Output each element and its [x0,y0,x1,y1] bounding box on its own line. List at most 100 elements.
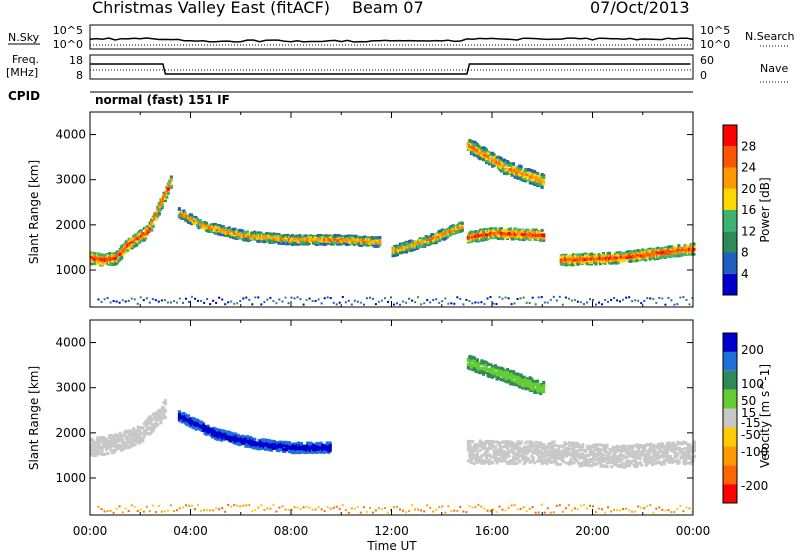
scatter-cell [157,413,161,417]
scatter-cell [501,453,505,457]
scatter-cell [148,301,151,304]
scatter-cell [542,182,546,186]
scatter-cell [480,150,484,154]
scatter-cell [575,455,579,458]
scatter-cell [497,456,500,460]
scatter-cell [284,296,287,299]
scatter-cell [548,459,552,463]
scatter-cell [94,442,98,446]
scatter-cell [468,449,472,453]
scatter-cell [118,247,122,251]
scatter-cell [561,450,565,454]
scatter-cell [325,240,329,243]
scatter-cell [369,239,373,243]
scatter-cell [564,461,568,465]
scatter-cell [607,300,610,303]
scatter-cell [300,441,303,445]
scatter-cell [534,228,538,232]
scatter-cell [478,448,482,452]
scatter-cell [220,233,224,237]
scatter-cell [133,443,137,447]
scatter-cell [482,158,485,161]
scatter-cell [211,435,215,439]
scatter-cell [607,453,611,457]
scatter-cell [656,246,660,250]
scatter-cell [459,297,462,300]
scatter-cell [393,303,395,306]
scatter-cell [220,231,224,235]
scatter-cell [132,240,136,244]
scatter-cell [288,441,291,445]
scatter-cell [480,461,484,465]
scatter-cell [352,243,356,246]
scatter-cell [360,241,364,245]
scatter-cell [100,300,103,303]
scatter-cell [677,244,681,248]
scatter-cell [583,303,585,306]
scatter-cell [662,255,666,259]
scatter-cell [542,455,546,459]
scatter-cell [551,445,555,449]
scatter-cell [91,439,95,442]
scatter-cell [300,240,303,244]
scatter-cell [182,301,184,304]
scatter-cell [561,259,565,263]
scatter-cell [488,461,491,465]
noise-tick-high: 10^5 [53,24,83,37]
scatter-cell [203,425,207,428]
scatter-cell [114,433,118,437]
scatter-cell [682,296,685,299]
scatter-cell [475,453,479,457]
scatter-cell [516,440,520,444]
scatter-cell [106,439,110,443]
scatter-cell [411,299,414,302]
scatter-cell [200,300,202,302]
scatter-cell [153,426,157,430]
scatter-cell [605,445,609,449]
scatter-cell [513,302,516,305]
scatter-cell [485,233,488,237]
scatter-cell [480,154,484,158]
scatter-cell [477,301,480,304]
scatter-cell [560,453,564,456]
scatter-cell [521,454,525,458]
scatter-cell [187,415,190,419]
scatter-cell [543,301,546,304]
scatter-cell [501,162,505,165]
scatter-cell [561,303,564,306]
scatter-cell [318,237,322,241]
scatter-cell [309,239,313,243]
scatter-cell [321,443,325,447]
scatter-cell [605,465,609,469]
scatter-cell [93,440,96,444]
scatter-cell [441,300,444,303]
scatter-cell [190,218,193,222]
scatter-cell [602,257,605,261]
scatter-cell [99,261,102,265]
scatter-cell [185,297,187,300]
scatter-cell [397,244,401,248]
scatter-cell [148,415,152,419]
scatter-cell [554,459,558,463]
scatter-cell [229,435,233,439]
scatter-cell [688,247,691,251]
scatter-cell [601,443,604,447]
scatter-cell [112,438,116,442]
scatter-cell [524,236,528,240]
scatter-cell [622,298,625,301]
scatter-cell [396,302,398,305]
scatter-cell [168,179,172,183]
scatter-cell [239,229,243,233]
scatter-cell [534,176,538,180]
scatter-cell [209,303,212,306]
scatter-cell [474,448,478,452]
scatter-cell [539,449,543,453]
scatter-cell [141,426,145,430]
scatter-cell [220,225,224,229]
scatter-cell [296,296,299,299]
scatter-cell [663,255,667,259]
scatter-cell [97,298,100,301]
scatter-cell [567,441,571,445]
scatter-cell [522,174,526,177]
scatter-cell [598,301,600,304]
